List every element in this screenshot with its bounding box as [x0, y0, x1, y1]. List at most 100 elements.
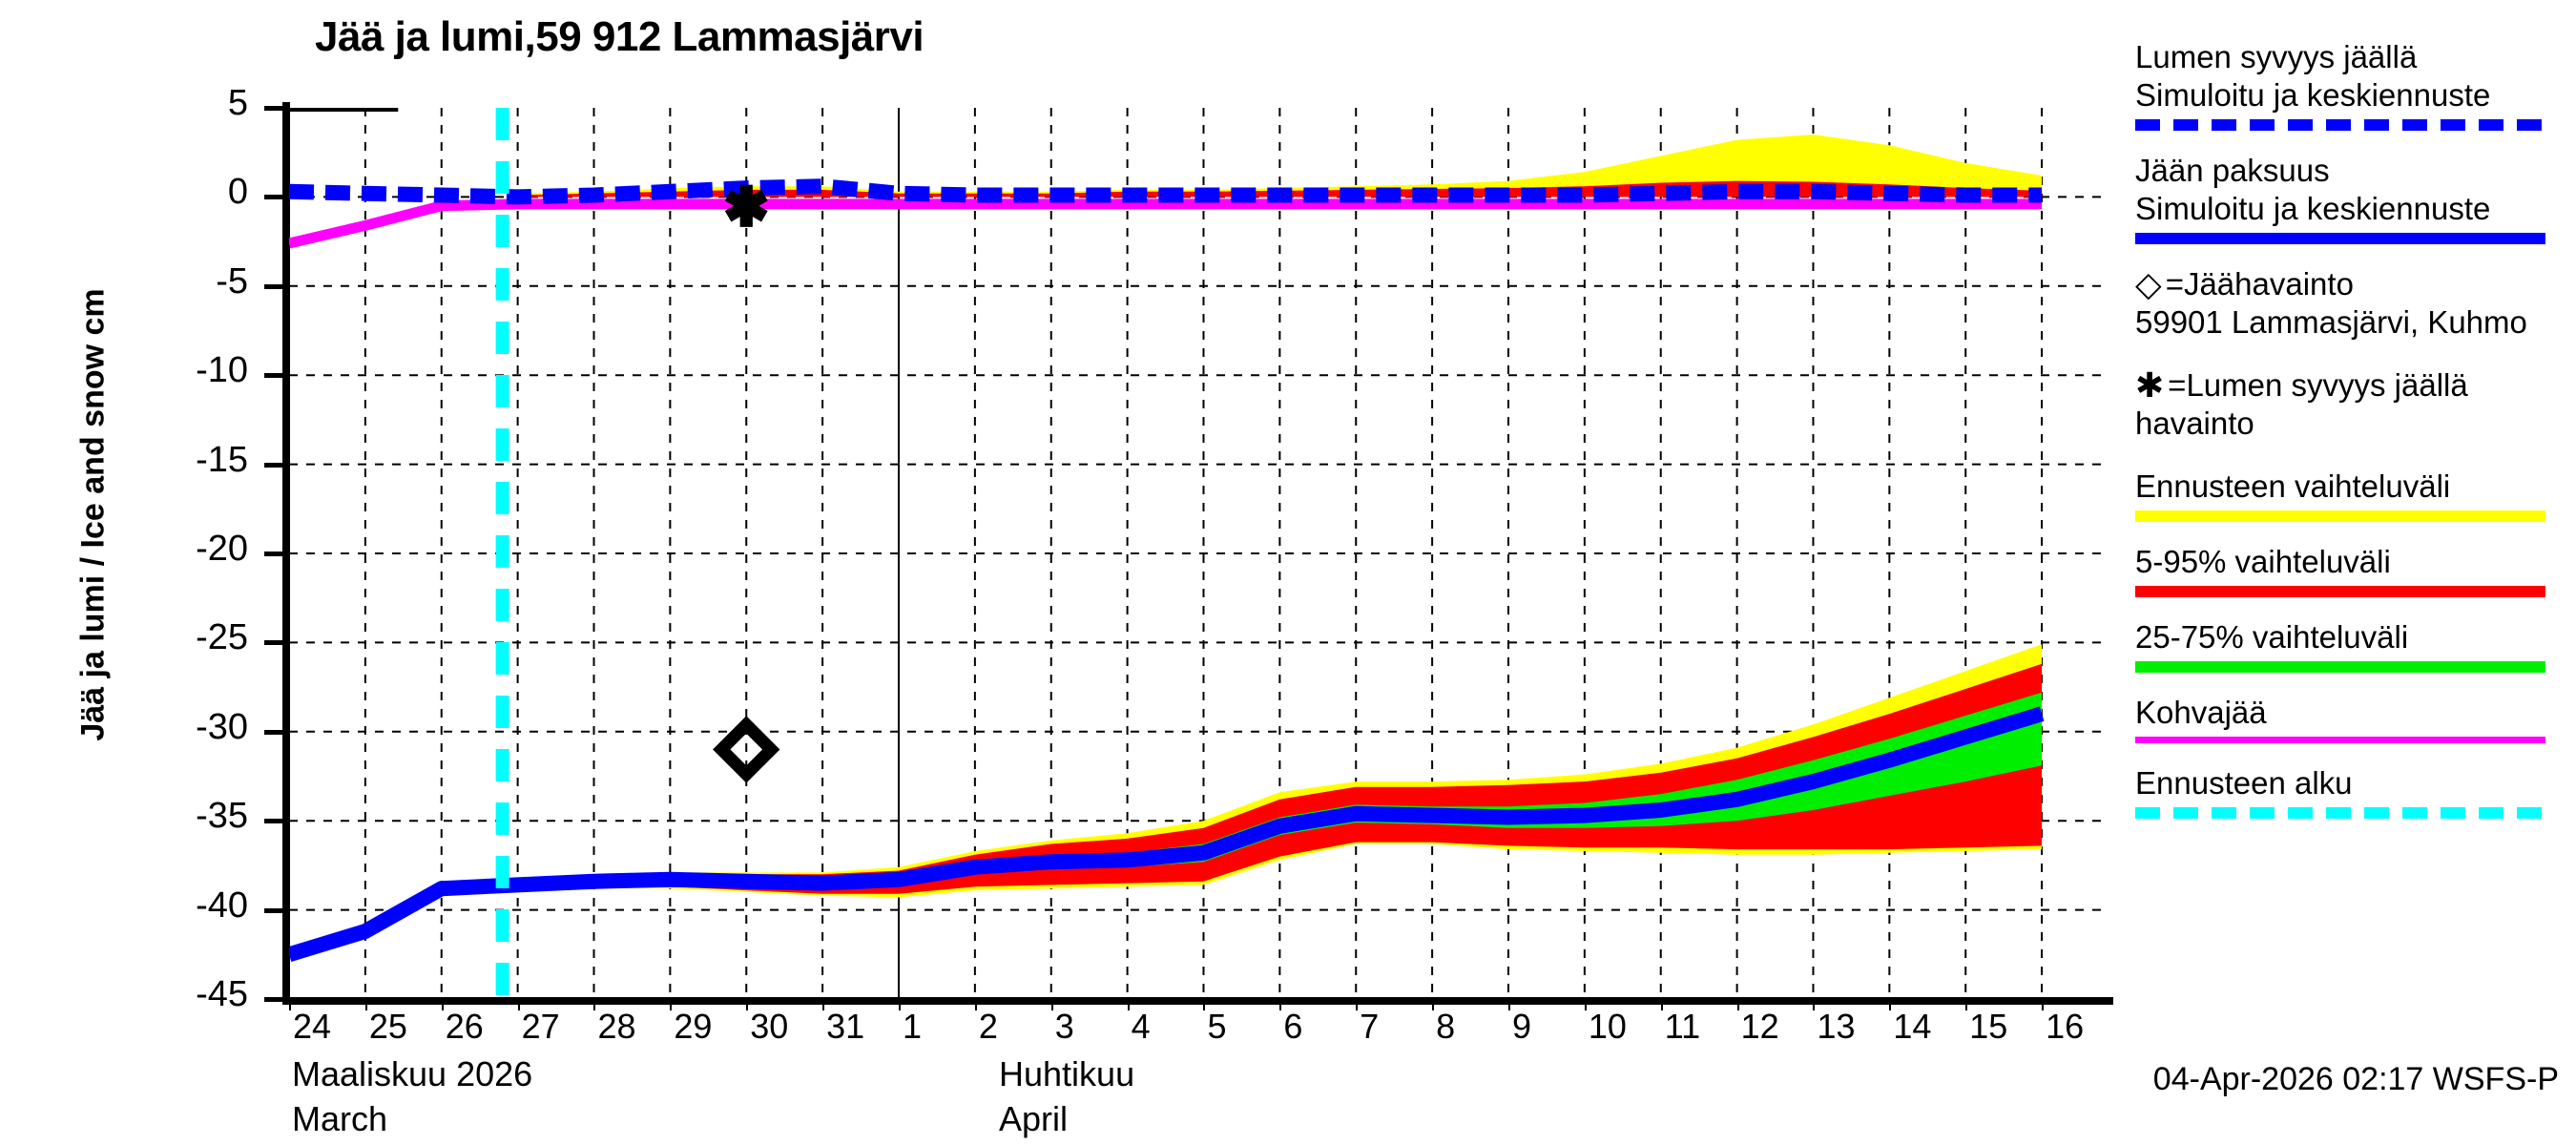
x-tick-mark: [1736, 997, 1739, 1010]
legend-label: 5-95% vaihteluväli: [2135, 544, 2391, 579]
legend-entry: Kohvajää: [2135, 694, 2566, 743]
legend-label: Ennusteen vaihteluväli: [2135, 468, 2451, 504]
x-tick-mark: [1584, 997, 1587, 1010]
x-tick-mark: [289, 997, 291, 1010]
chart-legend: Lumen syvyys jäällä Simuloitu ja keskienn…: [2135, 38, 2566, 840]
y-tick-label: 0: [227, 172, 248, 213]
y-tick-mark: [264, 997, 289, 1002]
x-tick-mark: [670, 997, 673, 1010]
x-tick-label: 27: [521, 1007, 560, 1046]
legend-sublabel: 59901 Lammasjärvi, Kuhmo: [2135, 304, 2527, 340]
snow-depth-line: [289, 178, 2043, 205]
y-tick-mark: [264, 462, 289, 468]
x-tick-mark: [1432, 997, 1435, 1010]
page-title: Jää ja lumi,59 912 Lammasjärvi: [315, 13, 924, 60]
legend-entry: ✱ =Lumen syvyys jäällä havainto: [2135, 366, 2566, 443]
x-tick-mark: [1356, 997, 1359, 1010]
snow-observation-marker[interactable]: [724, 184, 768, 227]
month-label-fi: Huhtikuu: [999, 1054, 1135, 1093]
y-tick-label: -5: [216, 260, 248, 302]
legend-marker-row: ✱ =Lumen syvyys jäällä: [2135, 366, 2566, 405]
x-tick-mark: [2042, 997, 2045, 1010]
ice-25-75-band: [517, 692, 2043, 887]
x-tick-mark: [364, 997, 367, 1010]
ice-and-snow-chart: [289, 108, 2107, 999]
x-tick-mark: [1813, 997, 1816, 1010]
x-tick-label: 26: [445, 1007, 484, 1046]
legend-entry: ◇ =Jäähavainto 59901 Lammasjärvi, Kuhmo: [2135, 265, 2566, 342]
asterisk-icon: ✱: [2135, 365, 2165, 405]
legend-color-swatch: [2135, 661, 2545, 673]
x-tick-label: 30: [750, 1007, 789, 1046]
x-tick-label: 2: [978, 1007, 998, 1046]
plot-area[interactable]: [289, 108, 2107, 999]
x-tick-mark: [517, 997, 520, 1010]
x-tick-label: 9: [1511, 1007, 1532, 1046]
ice-observation-marker[interactable]: [713, 716, 780, 783]
y-tick-mark: [264, 640, 289, 646]
y-tick-mark: [264, 907, 289, 913]
y-tick-mark: [264, 106, 289, 111]
x-tick-mark: [1050, 997, 1053, 1010]
x-tick-label: 6: [1283, 1007, 1303, 1046]
y-tick-mark: [264, 552, 289, 556]
x-tick-label: 14: [1893, 1007, 1932, 1046]
month-label-en: March: [292, 1099, 388, 1138]
x-tick-label: 12: [1740, 1007, 1779, 1046]
y-tick-label: -15: [196, 439, 248, 480]
x-tick-label: 16: [2046, 1007, 2085, 1046]
x-tick-label: 13: [1817, 1007, 1856, 1046]
kohvajaa-line: [289, 198, 2043, 249]
y-tick-label: -45: [196, 974, 248, 1014]
x-tick-label: 8: [1436, 1007, 1456, 1046]
x-tick-label: 10: [1588, 1007, 1627, 1046]
legend-color-swatch: [2135, 586, 2545, 597]
x-tick-mark: [593, 997, 596, 1010]
y-tick-label: -35: [196, 796, 248, 837]
legend-color-swatch: [2135, 737, 2545, 743]
x-tick-mark: [1507, 997, 1510, 1010]
x-tick-label: 25: [368, 1007, 407, 1046]
month-label-fi: Maaliskuu 2026: [292, 1054, 533, 1093]
ice-thickness-line: [289, 706, 2045, 962]
x-tick-mark: [898, 997, 901, 1010]
x-tick-mark: [974, 997, 977, 1010]
x-axis-line: [282, 997, 2113, 1005]
ice-5-95-band: [517, 663, 2043, 894]
y-tick-mark: [264, 283, 289, 289]
x-tick-mark: [822, 997, 825, 1010]
y-tick-label: -25: [196, 617, 248, 658]
x-tick-label: 7: [1360, 1007, 1380, 1046]
x-tick-label: 28: [597, 1007, 636, 1046]
legend-sublabel: Simuloitu ja keskiennuste: [2135, 191, 2491, 226]
y-tick-mark: [264, 195, 289, 200]
footer-timestamp: 04-Apr-2026 02:17 WSFS-P: [2152, 1061, 2559, 1097]
legend-label: Ennusteen alku: [2135, 765, 2353, 801]
legend-entry: 5-95% vaihteluväli: [2135, 543, 2566, 597]
y-tick-mark: [264, 819, 289, 824]
legend-color-swatch: [2135, 807, 2545, 819]
legend-color-swatch: [2135, 510, 2545, 522]
y-tick-label: -40: [196, 885, 248, 926]
y-tick-label: -10: [196, 350, 248, 391]
x-tick-label: 3: [1054, 1007, 1074, 1046]
legend-label: Lumen syvyys jäällä: [2135, 39, 2418, 74]
legend-entry: 25-75% vaihteluväli: [2135, 618, 2566, 673]
legend-sublabel: Simuloitu ja keskiennuste: [2135, 77, 2491, 113]
x-tick-mark: [1889, 997, 1892, 1010]
x-tick-mark: [1965, 997, 1968, 1010]
x-tick-mark: [1660, 997, 1663, 1010]
y-tick-mark: [264, 373, 289, 379]
x-tick-label: 11: [1664, 1007, 1701, 1046]
legend-label: =Lumen syvyys jäällä: [2168, 367, 2468, 403]
legend-label: Kohvajää: [2135, 695, 2267, 730]
legend-label: Jään paksuus: [2135, 153, 2330, 188]
x-tick-mark: [746, 997, 749, 1010]
y-tick-mark: [264, 729, 289, 735]
x-tick-mark: [1279, 997, 1282, 1010]
legend-entry: Lumen syvyys jäällä Simuloitu ja keskienn…: [2135, 38, 2566, 131]
y-tick-label: -30: [196, 706, 248, 747]
x-tick-label: 29: [674, 1007, 713, 1046]
x-tick-label: 4: [1131, 1007, 1151, 1046]
legend-marker-row: ◇ =Jäähavainto: [2135, 265, 2566, 303]
